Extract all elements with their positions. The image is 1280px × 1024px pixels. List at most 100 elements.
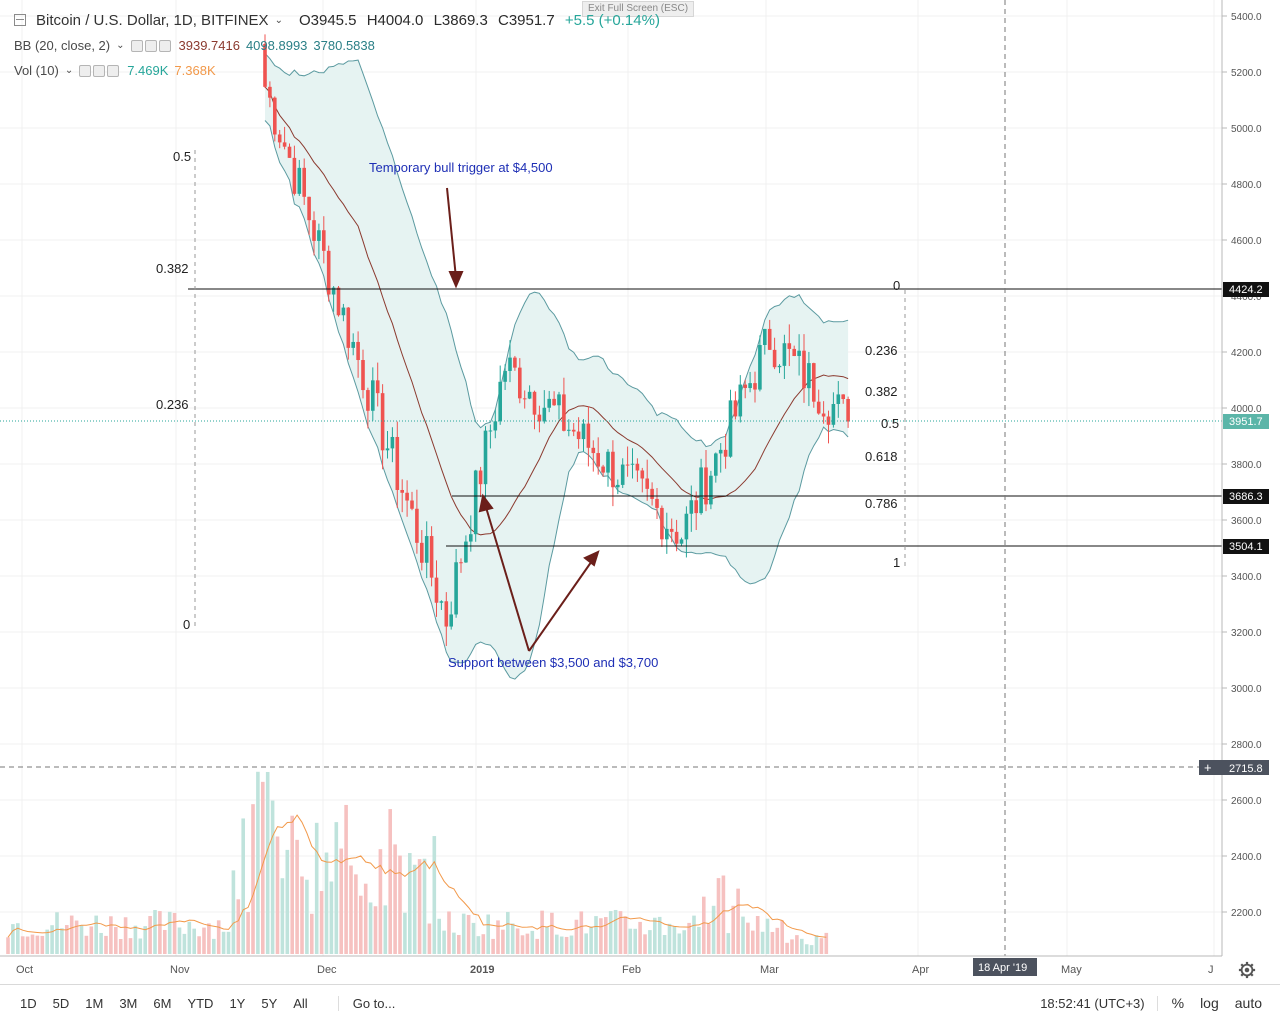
volume-bar [530,930,535,954]
range-6m-button[interactable]: 6M [153,995,172,1011]
candle-body [395,436,400,490]
volume-bar [672,926,677,954]
volume-bar [491,938,495,954]
chevron-down-icon[interactable]: ⌄ [64,64,74,76]
range-5y-button[interactable]: 5Y [261,995,278,1011]
candle-body [665,528,669,540]
volume-bar [471,922,476,954]
volume-bar [795,935,799,954]
volume-bar [702,896,706,954]
candle-body [478,470,483,485]
eye-icon[interactable] [79,65,92,78]
indicator-buttons[interactable] [79,63,121,78]
volume-bar [344,804,348,954]
candle-body [694,500,698,514]
candle-body [684,513,689,540]
volume-bar [589,926,593,954]
candle-body [772,349,777,368]
chevron-down-icon[interactable]: ⌄ [116,39,125,51]
bull-trigger-arrow [446,187,464,289]
symbol-legend[interactable]: Bitcoin / U.S. Dollar, 1D, BITFINEX ⌄ O3… [14,9,666,31]
volume-bar [393,844,397,954]
candle-body [630,463,635,465]
price-tick-label: 4600.0 [1231,236,1262,247]
candle-body [733,400,738,417]
candle-body [831,403,836,425]
price-chart[interactable]: Temporary bull trigger at $4,500 Support… [0,0,1280,984]
volume-bar [697,926,701,954]
support-upper-badge: 3686.3 [1223,489,1269,504]
time-axis[interactable]: Oct Nov Dec 2019 Feb Mar Apr May J [16,964,1214,976]
gear-icon[interactable] [1238,961,1256,979]
volume-bar [447,911,451,954]
volume-bar [40,935,45,954]
volume-bar [246,912,250,954]
svg-text:3504.1: 3504.1 [1229,541,1263,553]
volume-bar [118,938,123,954]
svg-text:3686.3: 3686.3 [1229,491,1263,503]
bollinger-lower-line [264,120,849,680]
volume-bar [545,926,549,954]
candle-body [635,463,640,471]
auto-scale-button[interactable]: auto [1234,995,1262,1011]
goto-button[interactable]: Go to... [337,995,395,1011]
range-all-button[interactable]: All [293,995,308,1011]
svg-text:3951.7: 3951.7 [1229,416,1263,428]
volume-value: 7.469K [127,62,169,78]
range-1m-button[interactable]: 1M [85,995,104,1011]
candle-body [821,413,826,417]
close-icon[interactable] [158,40,171,53]
candle-body [728,400,733,457]
chevron-down-icon[interactable]: ⌄ [274,14,283,26]
candle-body [674,531,679,544]
candle-body [616,484,620,488]
exit-fullscreen-button[interactable]: Exit Full Screen (ESC) [582,1,695,17]
price-tick-label: 4200.0 [1231,348,1262,359]
log-scale-button[interactable]: log [1200,995,1219,1011]
range-1y-button[interactable]: 1Y [229,995,246,1011]
volume-bar [496,920,500,954]
percent-scale-button[interactable]: % [1171,995,1185,1011]
close-icon[interactable] [107,65,120,78]
candle-body [562,394,566,431]
fib-right-0.786: 0.786 [865,496,898,511]
volume-bar [809,945,814,954]
candle-body [797,350,801,357]
gear-icon[interactable] [93,65,106,78]
candle-body [277,134,282,143]
symbol-title[interactable]: Bitcoin / U.S. Dollar, 1D, BITFINEX [36,11,269,29]
candle-body [273,97,277,135]
price-axis[interactable]: 5400.0 5200.0 5000.0 4800.0 4600.0 4400.0 4200… [1222,12,1262,919]
range-1d-button[interactable]: 1D [20,995,37,1011]
volume-bar [251,804,255,954]
collapse-legend-icon[interactable] [14,14,26,26]
indicator-buttons[interactable] [130,38,173,53]
volume-bar [461,913,466,954]
eye-icon[interactable] [130,40,143,53]
clock-timezone[interactable]: 18:52:41 (UTC+3) [1028,995,1158,1011]
gear-icon[interactable] [144,40,157,53]
volume-bar [60,928,64,954]
range-3m-button[interactable]: 3M [119,995,138,1011]
range-5d-button[interactable]: 5D [52,995,70,1011]
range-ytd-button[interactable]: YTD [187,995,214,1011]
volume-bar [261,781,265,954]
volume-bar [197,936,201,954]
candle-body [459,562,463,564]
volume-legend[interactable]: Vol (10) ⌄ 7.469K 7.368K [14,59,216,81]
candle-body [488,430,493,432]
volume-bar [138,938,143,954]
volume-bar [638,921,642,954]
volume-bar [457,934,461,954]
crosshair-date-badge: 18 Apr '19 [973,958,1037,976]
chart-grid [0,0,1222,956]
volume-bar [741,916,745,954]
bb-legend[interactable]: BB (20, close, 2) ⌄ 3939.7416 4098.8993 … [14,34,375,56]
volume-bar [564,936,569,954]
volume-bar [368,902,373,954]
time-tick-label: Oct [16,964,33,976]
volume-bar [574,919,579,954]
candle-body [552,398,556,406]
volume-bar [726,933,731,954]
candle-body [718,449,723,454]
